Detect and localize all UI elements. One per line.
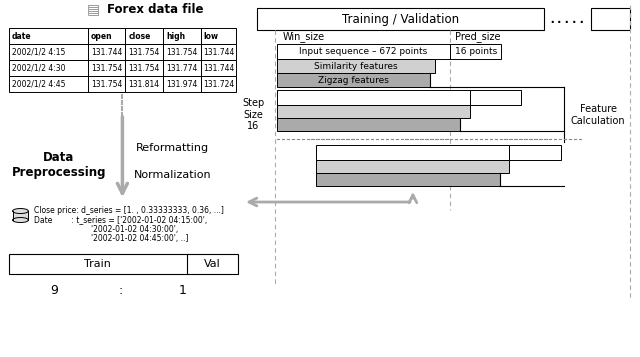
Bar xyxy=(125,28,163,44)
Text: Close price: d_series = [1. , 0.33333333, 0.36, ...]: Close price: d_series = [1. , 0.33333333… xyxy=(35,206,224,215)
Text: Reformatting: Reformatting xyxy=(136,143,209,153)
Text: 131.744: 131.744 xyxy=(91,47,122,56)
Ellipse shape xyxy=(13,208,28,213)
Text: 131.754: 131.754 xyxy=(129,64,160,72)
Text: 131.744: 131.744 xyxy=(204,47,235,56)
Text: Forex data file: Forex data file xyxy=(107,2,203,16)
Bar xyxy=(316,145,509,160)
Text: Training / Validation: Training / Validation xyxy=(342,12,459,26)
Text: :: : xyxy=(118,283,122,297)
Bar xyxy=(277,44,450,59)
Bar xyxy=(277,105,470,118)
Text: 131.754: 131.754 xyxy=(129,47,160,56)
Bar xyxy=(470,90,522,105)
Bar xyxy=(163,44,200,60)
Text: 131.724: 131.724 xyxy=(204,80,235,89)
Bar xyxy=(8,44,88,60)
Bar xyxy=(200,28,236,44)
Text: Input sequence – 672 points: Input sequence – 672 points xyxy=(300,47,428,56)
Bar xyxy=(277,73,430,87)
Text: '2002-01-02 04:30:00',: '2002-01-02 04:30:00', xyxy=(35,225,179,233)
Text: Feature
Calculation: Feature Calculation xyxy=(571,104,625,126)
Bar xyxy=(125,60,163,76)
Bar xyxy=(88,44,125,60)
Text: .....: ..... xyxy=(548,12,586,26)
Bar xyxy=(13,211,28,220)
Text: ▤: ▤ xyxy=(87,2,100,16)
Bar xyxy=(591,8,630,30)
Text: 2002/1/2 4:15: 2002/1/2 4:15 xyxy=(12,47,65,56)
Text: high: high xyxy=(166,31,185,41)
Text: Date        : t_series = ['2002-01-02 04:15:00',: Date : t_series = ['2002-01-02 04:15:00'… xyxy=(35,216,207,225)
Bar xyxy=(163,76,200,92)
Text: Normalization: Normalization xyxy=(134,170,212,180)
Text: open: open xyxy=(91,31,113,41)
Bar xyxy=(277,118,460,131)
Text: low: low xyxy=(204,31,219,41)
Text: Step
Size
16: Step Size 16 xyxy=(242,98,264,131)
Bar xyxy=(200,76,236,92)
Bar xyxy=(8,28,88,44)
Bar xyxy=(88,60,125,76)
Bar xyxy=(88,76,125,92)
Text: 16 points: 16 points xyxy=(454,47,497,56)
Text: Zigzag features: Zigzag features xyxy=(318,76,389,85)
Text: date: date xyxy=(12,31,31,41)
Bar xyxy=(257,8,544,30)
Bar xyxy=(316,173,499,186)
Text: Train: Train xyxy=(84,259,111,269)
Text: '2002-01-02 04:45:00', ..]: '2002-01-02 04:45:00', ..] xyxy=(35,233,189,242)
Text: 131.754: 131.754 xyxy=(91,64,122,72)
Ellipse shape xyxy=(13,217,28,222)
Bar xyxy=(163,28,200,44)
Bar xyxy=(277,59,435,73)
Bar xyxy=(163,60,200,76)
Text: Similarity features: Similarity features xyxy=(314,61,398,71)
Bar xyxy=(8,76,88,92)
Text: 1: 1 xyxy=(179,283,187,297)
Bar xyxy=(125,76,163,92)
Text: Win_size: Win_size xyxy=(283,31,325,41)
Text: 2002/1/2 4:30: 2002/1/2 4:30 xyxy=(12,64,65,72)
Bar xyxy=(88,28,125,44)
Text: Data
Preprocessing: Data Preprocessing xyxy=(12,151,106,179)
Bar xyxy=(450,44,502,59)
Text: Val: Val xyxy=(204,259,221,269)
Text: 131.814: 131.814 xyxy=(129,80,159,89)
Text: close: close xyxy=(129,31,151,41)
Bar xyxy=(316,160,509,173)
Bar xyxy=(125,44,163,60)
Bar xyxy=(277,90,470,105)
Bar xyxy=(509,145,561,160)
Text: 131.744: 131.744 xyxy=(204,64,235,72)
Bar xyxy=(200,60,236,76)
Text: 2002/1/2 4:45: 2002/1/2 4:45 xyxy=(12,80,65,89)
Text: 131.754: 131.754 xyxy=(166,47,197,56)
Text: 131.774: 131.774 xyxy=(166,64,197,72)
Text: 131.974: 131.974 xyxy=(166,80,197,89)
Text: Pred_size: Pred_size xyxy=(455,31,500,41)
Text: 131.754: 131.754 xyxy=(91,80,122,89)
Bar xyxy=(8,254,238,274)
Text: 9: 9 xyxy=(50,283,58,297)
Bar xyxy=(8,60,88,76)
Bar xyxy=(200,44,236,60)
